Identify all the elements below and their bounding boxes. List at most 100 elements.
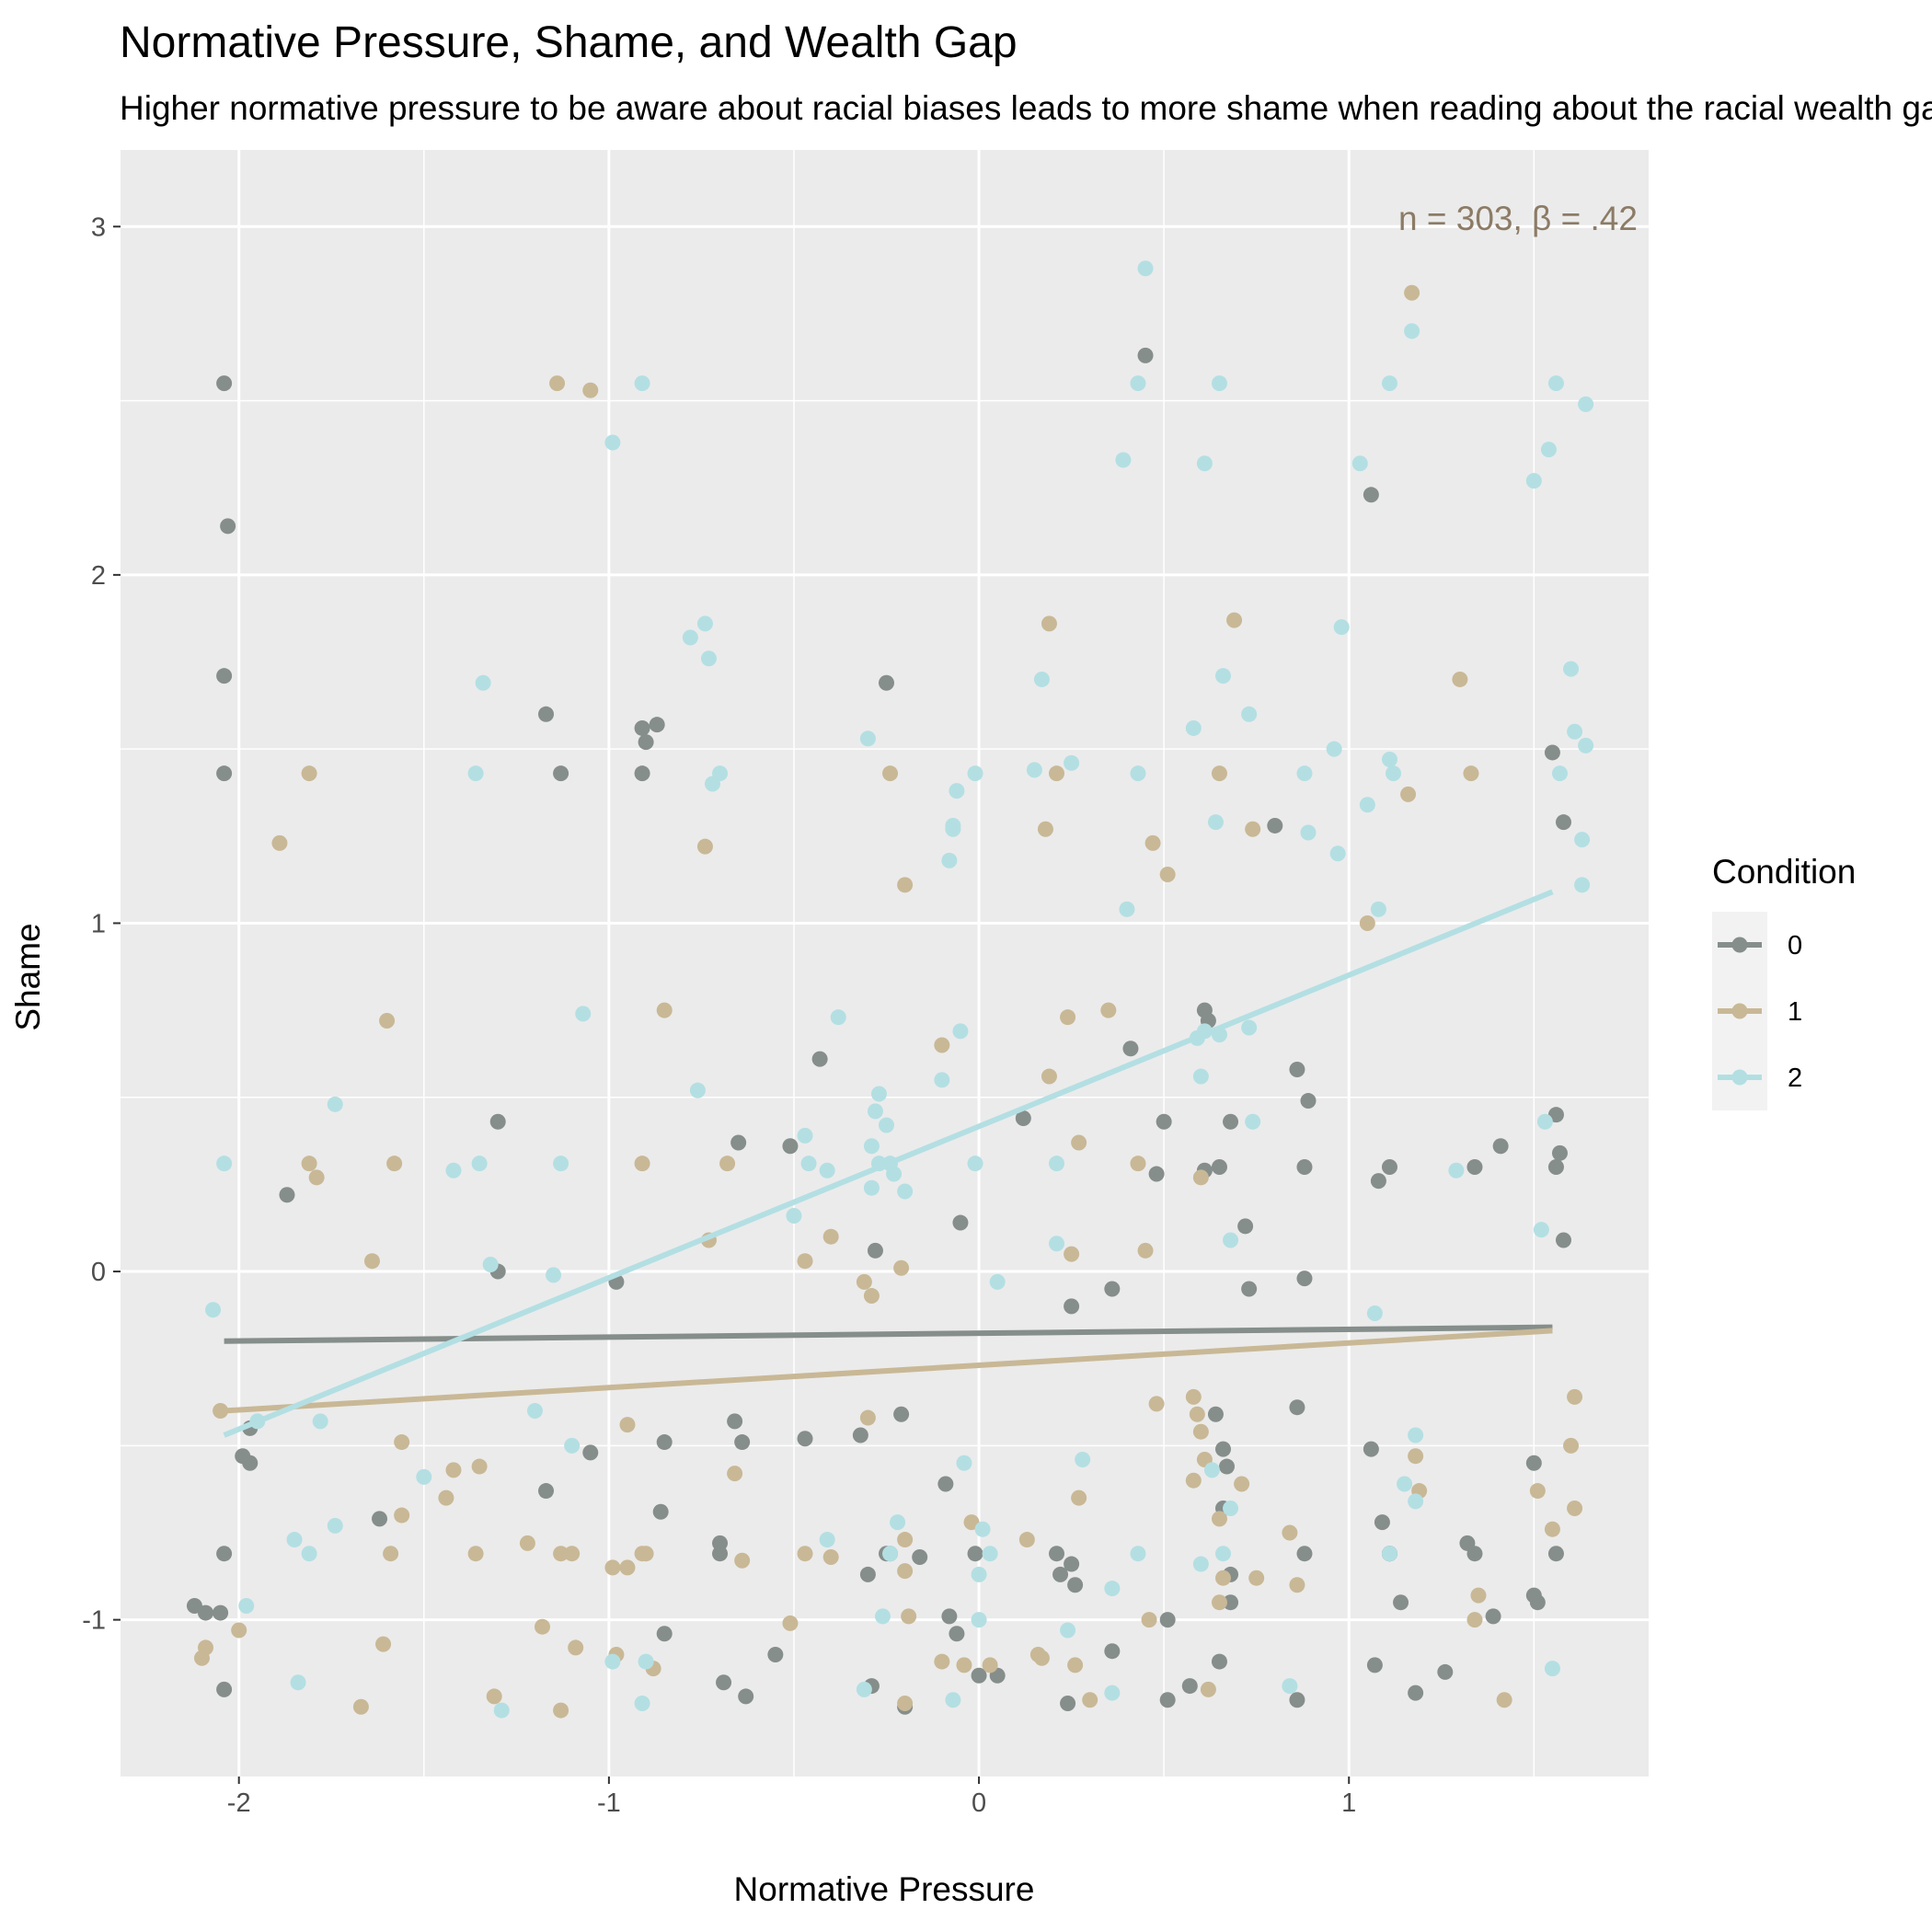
point-condition-1 xyxy=(982,1657,998,1673)
point-condition-0 xyxy=(1104,1281,1121,1297)
point-condition-2 xyxy=(638,1653,654,1670)
point-condition-0 xyxy=(1104,1643,1121,1660)
point-condition-1 xyxy=(1567,1500,1583,1516)
point-condition-0 xyxy=(1525,1455,1542,1471)
point-condition-1 xyxy=(727,1466,743,1482)
point-condition-2 xyxy=(1366,1305,1383,1321)
point-condition-2 xyxy=(604,1653,621,1670)
point-condition-1 xyxy=(534,1618,550,1635)
point-condition-2 xyxy=(1326,741,1342,757)
point-condition-1 xyxy=(394,1434,410,1451)
point-condition-0 xyxy=(1547,1158,1564,1175)
point-condition-1 xyxy=(1185,1388,1202,1405)
point-condition-2 xyxy=(1300,824,1317,841)
point-condition-1 xyxy=(1200,1681,1216,1697)
point-condition-1 xyxy=(1041,615,1057,632)
point-condition-0 xyxy=(372,1511,388,1527)
point-condition-1 xyxy=(549,375,566,392)
point-condition-1 xyxy=(1234,1476,1250,1492)
point-condition-2 xyxy=(945,1692,961,1708)
point-condition-1 xyxy=(352,1698,369,1715)
point-condition-0 xyxy=(1223,1594,1239,1611)
point-condition-1 xyxy=(486,1688,502,1705)
point-condition-1 xyxy=(1400,786,1417,802)
point-condition-1 xyxy=(1289,1577,1305,1593)
point-condition-2 xyxy=(1563,661,1580,677)
point-condition-1 xyxy=(1248,1570,1265,1586)
point-condition-2 xyxy=(1408,1427,1424,1443)
point-condition-1 xyxy=(1404,284,1420,301)
point-condition-2 xyxy=(1404,323,1420,339)
point-condition-1 xyxy=(213,1402,229,1419)
point-condition-2 xyxy=(1359,797,1375,813)
point-condition-2 xyxy=(1241,1019,1258,1036)
point-condition-2 xyxy=(1137,260,1154,277)
point-condition-0 xyxy=(727,1413,743,1430)
point-condition-0 xyxy=(1289,1061,1305,1077)
point-condition-2 xyxy=(553,1156,569,1172)
point-condition-2 xyxy=(634,1695,650,1711)
point-condition-0 xyxy=(1296,1158,1313,1175)
point-condition-0 xyxy=(1207,1406,1224,1422)
point-condition-1 xyxy=(1192,1423,1209,1440)
point-condition-0 xyxy=(1393,1594,1409,1611)
point-condition-2 xyxy=(819,1532,835,1548)
point-condition-2 xyxy=(1130,375,1146,392)
point-condition-2 xyxy=(312,1413,328,1430)
point-condition-1 xyxy=(1082,1692,1098,1708)
point-condition-0 xyxy=(1067,1577,1084,1593)
point-condition-2 xyxy=(1104,1685,1121,1701)
chart-title: Normative Pressure, Shame, and Wealth Ga… xyxy=(120,18,1018,67)
point-condition-0 xyxy=(952,1214,969,1231)
point-condition-0 xyxy=(1156,1113,1172,1130)
point-condition-0 xyxy=(1064,1556,1080,1572)
point-condition-2 xyxy=(1214,668,1231,684)
point-condition-2 xyxy=(1381,375,1397,392)
point-condition-1 xyxy=(1463,765,1479,782)
point-condition-1 xyxy=(897,1532,914,1548)
point-condition-2 xyxy=(682,629,698,646)
point-condition-0 xyxy=(582,1444,599,1461)
point-condition-0 xyxy=(216,1546,233,1562)
point-condition-0 xyxy=(879,674,895,691)
point-condition-2 xyxy=(971,1612,987,1628)
fit-lines xyxy=(223,889,1554,1438)
point-condition-0 xyxy=(1466,1546,1483,1562)
point-condition-1 xyxy=(553,1702,569,1719)
point-condition-0 xyxy=(937,1476,954,1492)
point-condition-2 xyxy=(712,765,729,782)
point-condition-0 xyxy=(1466,1158,1483,1175)
point-condition-1 xyxy=(797,1546,813,1562)
point-condition-0 xyxy=(1289,1692,1305,1708)
grid-lines xyxy=(121,150,1649,1777)
point-condition-2 xyxy=(863,1179,880,1196)
point-condition-0 xyxy=(1060,1695,1076,1711)
point-condition-1 xyxy=(564,1546,581,1562)
point-condition-2 xyxy=(974,1521,991,1537)
point-condition-2 xyxy=(870,1086,887,1102)
point-condition-2 xyxy=(941,852,958,868)
point-condition-2 xyxy=(863,1138,880,1155)
point-condition-1 xyxy=(1496,1692,1512,1708)
point-condition-2 xyxy=(1448,1162,1465,1179)
point-condition-1 xyxy=(1071,1489,1087,1506)
point-condition-1 xyxy=(638,1546,654,1562)
point-condition-2 xyxy=(786,1207,802,1224)
point-condition-0 xyxy=(553,765,569,782)
point-condition-2 xyxy=(952,1023,969,1040)
point-condition-0 xyxy=(1492,1138,1509,1155)
point-condition-2 xyxy=(290,1674,306,1691)
point-condition-2 xyxy=(1214,1546,1231,1562)
point-condition-0 xyxy=(716,1674,732,1691)
point-condition-0 xyxy=(220,518,236,535)
point-condition-0 xyxy=(638,734,654,751)
point-condition-0 xyxy=(734,1434,751,1451)
point-condition-2 xyxy=(1245,1113,1261,1130)
point-condition-1 xyxy=(1282,1524,1298,1541)
point-condition-1 xyxy=(1071,1134,1087,1151)
point-condition-2 xyxy=(327,1517,343,1534)
point-condition-0 xyxy=(1289,1399,1305,1416)
point-condition-2 xyxy=(1544,1661,1560,1677)
point-condition-2 xyxy=(1211,375,1227,392)
point-condition-0 xyxy=(949,1626,965,1642)
